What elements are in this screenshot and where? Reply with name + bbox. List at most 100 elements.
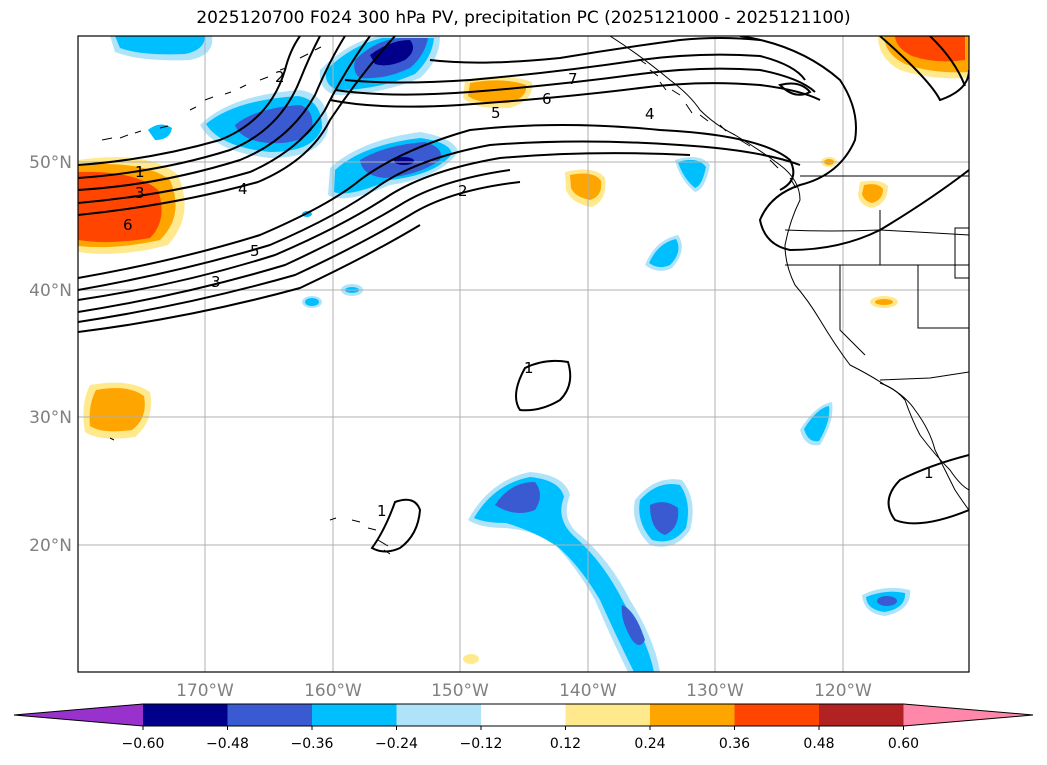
pv-label: 1 (135, 163, 145, 181)
precip-positive-region (875, 299, 893, 305)
pv-contour (78, 36, 301, 166)
precip-positive-region (468, 80, 527, 104)
colorbar-tick-label: 0.60 (888, 736, 919, 752)
colorbar-segment (312, 704, 397, 726)
pv-label: 6 (542, 90, 552, 108)
precip-negative-region (650, 502, 679, 535)
pv-label: 1 (524, 359, 534, 377)
map-frame (77, 35, 970, 673)
map-title: 2025120700 F024 300 hPa PV, precipitatio… (196, 8, 851, 28)
pv-contour (887, 454, 969, 525)
precip-negative-region (678, 159, 706, 188)
colorbar-tick-label: −0.48 (206, 736, 249, 752)
precipitation-shading (78, 36, 969, 672)
pv-contour (370, 498, 422, 553)
precip-negative-region (148, 124, 172, 140)
pv-contour (429, 37, 761, 64)
colorbar-segment (396, 704, 482, 726)
pv-contour (78, 36, 371, 204)
colorbar-segment (227, 704, 313, 726)
lat-label: 20°N (29, 536, 72, 556)
precip-negative-region (235, 105, 313, 144)
precip-negative-region (649, 239, 679, 268)
precip-negative-region (394, 157, 414, 165)
colorbar-tick-label: −0.12 (460, 736, 503, 752)
pv-contour (515, 359, 572, 412)
colorbar: −0.60 −0.48 −0.36 −0.24 −0.12 0.12 0.24 0.36 0.4… (13, 703, 1034, 752)
lat-label: 50°N (29, 153, 72, 173)
pv-label: 4 (238, 180, 248, 198)
pv-contours (78, 36, 969, 553)
lon-label: 120°W (814, 681, 872, 701)
colorbar-segment (819, 704, 904, 726)
lat-label: 40°N (29, 281, 72, 301)
precip-positive-region (862, 184, 883, 203)
baja-coast (879, 382, 969, 491)
pv-contour (879, 36, 969, 102)
graticule (78, 36, 969, 672)
pv-contour (78, 36, 346, 191)
colorbar-segment (565, 704, 651, 726)
precip-negative-region (305, 298, 319, 306)
pv-contour (78, 224, 421, 333)
colorbar-tick-label: 0.12 (550, 736, 581, 752)
pv-label: 3 (211, 273, 221, 291)
precip-negative-region (804, 406, 830, 442)
pv-label: 7 (568, 70, 578, 88)
pv-contour (78, 181, 521, 323)
state-border (917, 265, 969, 329)
latitude-labels: 50°N 40°N 30°N 20°N (29, 153, 72, 556)
pv-contour (739, 36, 969, 252)
pv-contour (78, 152, 691, 301)
state-border (954, 227, 969, 279)
coastlines (101, 36, 969, 555)
colorbar-tick-label: 0.24 (634, 736, 665, 752)
longitude-labels: 170°W 160°W 150°W 140°W 130°W 120°W (176, 681, 872, 701)
colorbar-extend-high (903, 704, 1033, 726)
colorbar-tick-label: −0.60 (122, 736, 165, 752)
state-border (879, 371, 969, 381)
pv-contour (78, 36, 321, 179)
precip-positive-region (570, 173, 602, 200)
pv-contour (78, 124, 795, 279)
map-area: 1 3 6 4 5 3 2 7 6 5 4 2 1 1 1 (78, 36, 969, 672)
pv-label: 1 (377, 502, 387, 520)
pv-contour (929, 36, 966, 87)
precip-positive-region (89, 388, 145, 432)
north-america-coast (609, 36, 969, 511)
lon-label: 140°W (559, 681, 617, 701)
colorbar-segment (481, 704, 566, 726)
colorbar-tick-label: 0.48 (803, 736, 834, 752)
colorbar-extend-low (14, 704, 143, 726)
colorbar-tick-label: −0.36 (291, 736, 334, 752)
colorbar-segment (650, 704, 735, 726)
lon-label: 170°W (176, 681, 234, 701)
pv-contour (78, 140, 801, 291)
pv-contour (78, 36, 396, 216)
precip-negative-region (115, 36, 205, 55)
small-island (109, 437, 115, 441)
lon-label: 130°W (686, 681, 744, 701)
colorbar-tick-label: 0.36 (719, 736, 750, 752)
precip-positive-region (463, 654, 479, 664)
pv-contour-labels: 1 3 6 4 5 3 2 7 6 5 4 2 1 1 1 (123, 68, 934, 520)
pv-label: 5 (491, 104, 501, 122)
hawaii-islands (329, 517, 391, 555)
pv-label: 4 (645, 105, 655, 123)
pv-label: 2 (275, 68, 285, 86)
lat-label: 30°N (29, 408, 72, 428)
pv-label: 3 (135, 184, 145, 202)
precip-negative-region (877, 596, 897, 606)
colorbar-segment (734, 704, 820, 726)
lon-label: 160°W (304, 681, 362, 701)
lon-label: 150°W (431, 681, 489, 701)
pv-contour (329, 82, 821, 108)
pv-contour (344, 53, 806, 84)
pv-contour (778, 82, 812, 96)
pv-contour (78, 169, 511, 313)
state-border (839, 265, 866, 356)
aleutian-islands (101, 46, 322, 141)
pv-label: 2 (458, 182, 468, 200)
precip-negative-region (495, 482, 540, 514)
